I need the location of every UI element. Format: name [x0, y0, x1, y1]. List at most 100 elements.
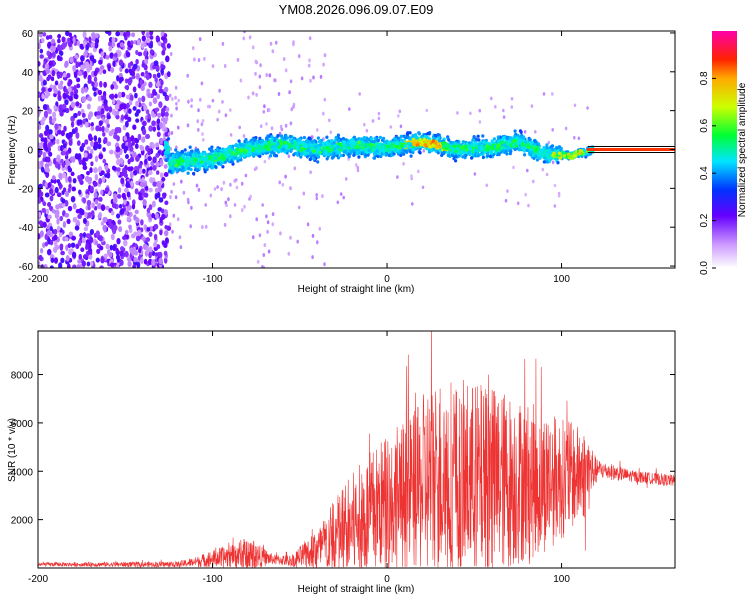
spectrogram-cell — [63, 125, 67, 132]
spectrogram-cell — [44, 233, 48, 241]
spectrogram-cell — [111, 128, 115, 134]
spectrogram-cell — [326, 152, 330, 157]
spectrogram-cell — [138, 195, 143, 201]
spectrogram-cell — [356, 165, 360, 170]
spectrogram-cell — [221, 41, 225, 46]
spectrogram-cell — [67, 263, 71, 268]
spectrogram-cell — [152, 164, 157, 171]
spectrogram-cell — [267, 249, 271, 254]
spectrogram-cell — [48, 53, 52, 60]
spectrogram-cell — [66, 218, 71, 224]
spectrogram-cell — [322, 111, 325, 116]
spectrogram-cell — [132, 124, 137, 130]
spectrogram-cell — [92, 33, 96, 39]
spectrogram-cell — [45, 208, 50, 215]
spectrogram-cell — [60, 250, 65, 256]
spectrogram-cell — [323, 262, 326, 267]
spectrogram-cell — [65, 244, 69, 251]
spectrogram-cell — [239, 78, 243, 83]
spectrogram-cell — [397, 114, 400, 118]
spectrogram-cell — [47, 142, 52, 147]
spectrogram-cell — [131, 71, 136, 77]
spectrogram-cell — [283, 150, 287, 154]
spectrogram-cell — [116, 158, 121, 166]
spectrogram-cell — [112, 193, 118, 199]
spectrogram-cell — [112, 197, 118, 204]
spectrogram-cell — [42, 242, 46, 248]
spectrogram-cell — [106, 123, 110, 129]
spectrogram-cell — [151, 120, 156, 127]
spectrogram-cell — [263, 159, 267, 164]
spectrogram-cell — [218, 88, 221, 93]
spectrogram-cell — [478, 120, 482, 124]
spectrogram-cell — [513, 129, 517, 133]
spectrogram-cell — [123, 239, 128, 247]
spectrogram-cell — [74, 225, 80, 231]
spectrogram-cell — [341, 136, 345, 141]
spectrogram-cell — [312, 157, 316, 161]
spectrogram-cell — [183, 148, 187, 152]
spectrogram-cell — [161, 213, 166, 220]
spectrogram-cell — [39, 247, 44, 254]
spectrogram-cell — [123, 31, 127, 38]
spectrogram-cell — [410, 174, 413, 178]
spectrogram-cell — [191, 46, 195, 51]
spectrogram-cell — [141, 168, 146, 174]
spectrogram-cell — [456, 111, 459, 115]
spectrogram-cell — [98, 196, 103, 202]
spectrogram-cell — [116, 237, 121, 245]
spectrogram-cell — [102, 69, 107, 75]
spectrogram-cell — [56, 138, 60, 145]
spectrogram-cell — [53, 87, 59, 94]
spectrogram-cell — [39, 32, 43, 38]
spectrogram-cell — [75, 132, 80, 139]
spectrogram-cell — [380, 152, 384, 156]
spectrogram-cell — [98, 59, 103, 65]
spectrogram-cell — [67, 205, 73, 212]
spectrogram-cell — [115, 247, 119, 253]
spectrogram-cell — [103, 136, 108, 144]
spectrogram-cell — [231, 156, 235, 160]
spectrogram-cell — [86, 146, 92, 151]
spectrogram-cell — [112, 244, 116, 252]
spectrogram-cell — [146, 88, 151, 94]
spectrogram-cell — [87, 205, 91, 211]
spectrogram-cell — [534, 130, 537, 134]
spectrogram-cell — [38, 42, 41, 50]
spectrogram-cell — [169, 222, 172, 227]
spectrogram-cell — [62, 92, 68, 100]
spectrogram-cell — [49, 115, 53, 122]
spectrogram-cell — [365, 136, 369, 140]
spectrogram-cell — [110, 84, 115, 90]
spectrogram-cell — [476, 134, 480, 138]
spectrogram-cell — [155, 152, 160, 158]
spectrogram-cell — [116, 213, 121, 219]
spectrogram-cell — [105, 243, 110, 250]
spectrogram-cell — [323, 53, 327, 58]
spectrogram-cell — [396, 175, 399, 179]
spectrogram-cell — [149, 31, 154, 36]
spectrogram-cell — [188, 153, 192, 157]
spectrogram-cell — [377, 116, 381, 121]
spectrogram-cell — [551, 92, 554, 96]
spectrogram-cell — [369, 137, 373, 141]
spectrogram-cell — [100, 204, 106, 211]
spectrogram-cell — [325, 135, 329, 139]
spectrogram-cell — [158, 88, 163, 94]
spectrogram-cell — [157, 186, 163, 193]
spectrogram-cell — [114, 110, 120, 116]
spectrogram-cell — [469, 111, 472, 116]
spectrogram-cell — [88, 254, 93, 260]
spectrogram-cell — [516, 201, 520, 206]
spectrogram-cell — [73, 93, 78, 99]
spectrogram-cell — [325, 142, 329, 146]
spectrogram-cell — [356, 168, 360, 173]
spectrogram-cell — [57, 94, 62, 102]
spectrogram-cell — [496, 152, 500, 156]
spectrogram-cell — [62, 143, 67, 149]
spectrogram-cell — [471, 138, 475, 142]
spectrogram-cell — [442, 150, 446, 154]
spectrogram-cell — [132, 86, 137, 93]
spectrogram-cell — [47, 182, 52, 189]
spectrogram-cell — [186, 171, 190, 175]
